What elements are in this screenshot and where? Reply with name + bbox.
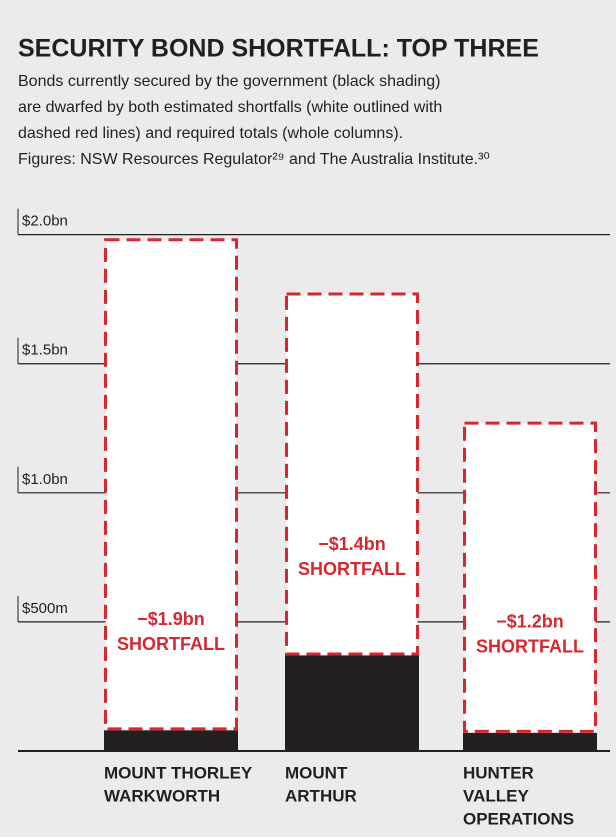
value-label: −$1.4bn xyxy=(318,534,386,554)
annotation: SHORTFALL xyxy=(476,637,584,657)
y-tick-label: $1.0bn xyxy=(22,471,68,488)
value-label: −$1.2bn xyxy=(496,612,564,632)
subtitle: dashed red lines) and required totals (w… xyxy=(18,125,403,142)
x-tick-label: MOUNT THORLEY xyxy=(104,763,253,782)
subtitle: Figures: NSW Resources Regulator²⁹ and T… xyxy=(18,151,490,168)
value-label: −$1.9bn xyxy=(137,609,205,629)
chart-title: SECURITY BOND SHORTFALL: TOP THREE xyxy=(18,35,539,63)
x-tick-label: HUNTER xyxy=(463,763,534,782)
shortfall-bar xyxy=(104,238,238,731)
annotation: SHORTFALL xyxy=(298,559,406,579)
y-tick-label: $1.5bn xyxy=(22,342,68,359)
x-tick-label: ARTHUR xyxy=(285,786,357,805)
subtitle: Bonds currently secured by the governmen… xyxy=(18,73,440,90)
annotation: SHORTFALL xyxy=(117,634,225,654)
secured-bar xyxy=(285,655,419,751)
x-tick-label: WARKWORTH xyxy=(104,786,220,805)
shortfall-bar xyxy=(463,421,597,733)
secured-bar xyxy=(104,730,238,751)
y-tick-label: $500m xyxy=(22,600,68,617)
subtitle: are dwarfed by both estimated shortfalls… xyxy=(18,99,442,116)
x-tick-label: VALLEY xyxy=(463,786,529,805)
x-tick-label: OPERATIONS xyxy=(463,809,574,828)
y-tick-label: $2.0bn xyxy=(22,213,68,230)
shortfall-bar xyxy=(285,292,419,656)
secured-bar xyxy=(463,732,597,751)
x-tick-label: MOUNT xyxy=(285,763,348,782)
